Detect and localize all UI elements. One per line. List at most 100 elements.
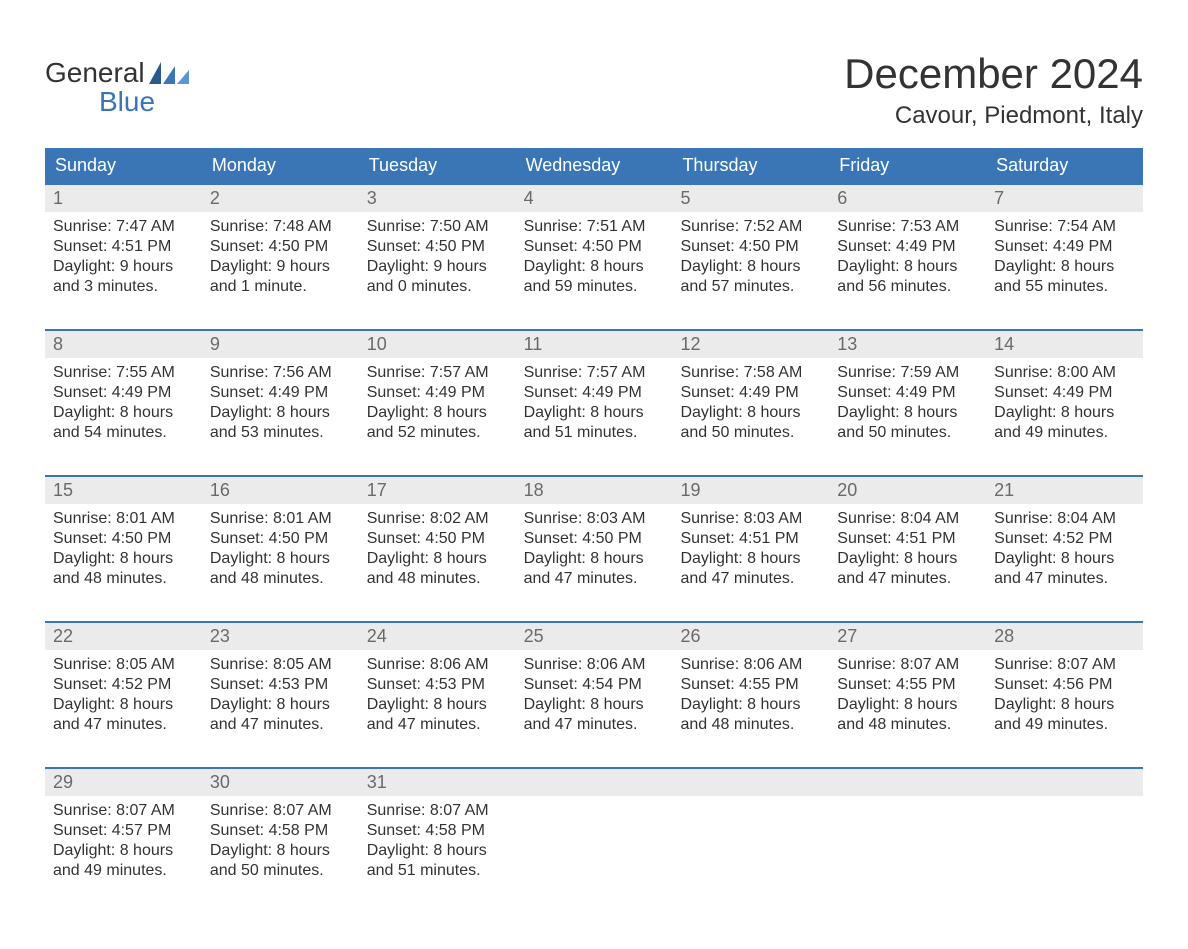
day-body: Sunrise: 8:03 AMSunset: 4:50 PMDaylight:… (516, 504, 673, 597)
day-number: . (672, 769, 829, 796)
day-sunset: Sunset: 4:49 PM (210, 383, 351, 403)
calendar-week: 1Sunrise: 7:47 AMSunset: 4:51 PMDaylight… (45, 183, 1143, 315)
day-number: 4 (516, 185, 673, 212)
day-sunset: Sunset: 4:51 PM (837, 529, 978, 549)
day-body: Sunrise: 7:55 AMSunset: 4:49 PMDaylight:… (45, 358, 202, 451)
day-number: 30 (202, 769, 359, 796)
day-sunset: Sunset: 4:57 PM (53, 821, 194, 841)
day-sunrise: Sunrise: 7:52 AM (680, 217, 821, 237)
weekday-header: Sunday (45, 148, 202, 183)
day-sunset: Sunset: 4:52 PM (994, 529, 1135, 549)
day-sunset: Sunset: 4:50 PM (210, 237, 351, 257)
day-body: Sunrise: 7:57 AMSunset: 4:49 PMDaylight:… (516, 358, 673, 451)
logo-word-2: Blue (45, 87, 191, 116)
day-d1: Daylight: 8 hours (53, 841, 194, 861)
day-body: Sunrise: 8:04 AMSunset: 4:52 PMDaylight:… (986, 504, 1143, 597)
calendar-day: 12Sunrise: 7:58 AMSunset: 4:49 PMDayligh… (672, 331, 829, 461)
weekday-header: Friday (829, 148, 986, 183)
weekday-header-row: Sunday Monday Tuesday Wednesday Thursday… (45, 148, 1143, 183)
day-sunrise: Sunrise: 8:04 AM (994, 509, 1135, 529)
day-sunrise: Sunrise: 8:03 AM (680, 509, 821, 529)
day-d2: and 47 minutes. (837, 569, 978, 589)
day-number: . (516, 769, 673, 796)
day-body: Sunrise: 8:03 AMSunset: 4:51 PMDaylight:… (672, 504, 829, 597)
day-sunset: Sunset: 4:49 PM (994, 383, 1135, 403)
title-block: December 2024 Cavour, Piedmont, Italy (844, 50, 1143, 130)
day-sunset: Sunset: 4:49 PM (53, 383, 194, 403)
day-number: 10 (359, 331, 516, 358)
day-sunrise: Sunrise: 8:04 AM (837, 509, 978, 529)
day-sunset: Sunset: 4:53 PM (367, 675, 508, 695)
calendar-day: 16Sunrise: 8:01 AMSunset: 4:50 PMDayligh… (202, 477, 359, 607)
day-body: Sunrise: 8:06 AMSunset: 4:54 PMDaylight:… (516, 650, 673, 743)
day-body: Sunrise: 8:05 AMSunset: 4:52 PMDaylight:… (45, 650, 202, 743)
day-number: . (986, 769, 1143, 796)
calendar-day: 27Sunrise: 8:07 AMSunset: 4:55 PMDayligh… (829, 623, 986, 753)
day-number: 14 (986, 331, 1143, 358)
day-sunrise: Sunrise: 8:06 AM (680, 655, 821, 675)
day-sunrise: Sunrise: 8:07 AM (837, 655, 978, 675)
day-sunrise: Sunrise: 8:07 AM (367, 801, 508, 821)
day-d2: and 59 minutes. (524, 277, 665, 297)
day-sunrise: Sunrise: 8:03 AM (524, 509, 665, 529)
day-number: 11 (516, 331, 673, 358)
calendar-day: 3Sunrise: 7:50 AMSunset: 4:50 PMDaylight… (359, 185, 516, 315)
day-sunset: Sunset: 4:50 PM (524, 529, 665, 549)
day-sunrise: Sunrise: 7:50 AM (367, 217, 508, 237)
day-number: 7 (986, 185, 1143, 212)
day-body: Sunrise: 7:56 AMSunset: 4:49 PMDaylight:… (202, 358, 359, 451)
day-d2: and 50 minutes. (210, 861, 351, 881)
day-d1: Daylight: 8 hours (524, 549, 665, 569)
day-sunrise: Sunrise: 7:53 AM (837, 217, 978, 237)
calendar: Sunday Monday Tuesday Wednesday Thursday… (45, 148, 1143, 899)
day-sunrise: Sunrise: 8:06 AM (367, 655, 508, 675)
day-d2: and 47 minutes. (367, 715, 508, 735)
day-sunrise: Sunrise: 7:47 AM (53, 217, 194, 237)
calendar-week: 8Sunrise: 7:55 AMSunset: 4:49 PMDaylight… (45, 329, 1143, 461)
day-body: Sunrise: 8:07 AMSunset: 4:57 PMDaylight:… (45, 796, 202, 889)
day-d2: and 47 minutes. (524, 715, 665, 735)
day-body: Sunrise: 8:04 AMSunset: 4:51 PMDaylight:… (829, 504, 986, 597)
day-number: 15 (45, 477, 202, 504)
day-d2: and 54 minutes. (53, 423, 194, 443)
day-d1: Daylight: 8 hours (524, 257, 665, 277)
day-sunset: Sunset: 4:49 PM (837, 237, 978, 257)
day-body: Sunrise: 7:50 AMSunset: 4:50 PMDaylight:… (359, 212, 516, 305)
day-d2: and 50 minutes. (837, 423, 978, 443)
day-d1: Daylight: 8 hours (367, 549, 508, 569)
day-d1: Daylight: 8 hours (994, 403, 1135, 423)
day-body: Sunrise: 8:07 AMSunset: 4:58 PMDaylight:… (202, 796, 359, 889)
weekday-header: Tuesday (359, 148, 516, 183)
calendar-day: 26Sunrise: 8:06 AMSunset: 4:55 PMDayligh… (672, 623, 829, 753)
day-sunset: Sunset: 4:49 PM (680, 383, 821, 403)
day-d1: Daylight: 8 hours (680, 257, 821, 277)
day-body: Sunrise: 7:59 AMSunset: 4:49 PMDaylight:… (829, 358, 986, 451)
day-sunset: Sunset: 4:58 PM (210, 821, 351, 841)
day-sunset: Sunset: 4:50 PM (367, 529, 508, 549)
calendar-day: 19Sunrise: 8:03 AMSunset: 4:51 PMDayligh… (672, 477, 829, 607)
calendar-day: 4Sunrise: 7:51 AMSunset: 4:50 PMDaylight… (516, 185, 673, 315)
calendar-day: 6Sunrise: 7:53 AMSunset: 4:49 PMDaylight… (829, 185, 986, 315)
day-number: 1 (45, 185, 202, 212)
calendar-day: 10Sunrise: 7:57 AMSunset: 4:49 PMDayligh… (359, 331, 516, 461)
day-d1: Daylight: 8 hours (367, 841, 508, 861)
logo-word-1: General (45, 58, 145, 87)
day-body: Sunrise: 8:05 AMSunset: 4:53 PMDaylight:… (202, 650, 359, 743)
calendar-day: 17Sunrise: 8:02 AMSunset: 4:50 PMDayligh… (359, 477, 516, 607)
header: General Blue December 2024 Cavour, Piedm… (45, 50, 1143, 130)
calendar-day: 15Sunrise: 8:01 AMSunset: 4:50 PMDayligh… (45, 477, 202, 607)
day-number: 28 (986, 623, 1143, 650)
day-body: Sunrise: 8:07 AMSunset: 4:58 PMDaylight:… (359, 796, 516, 889)
page-subtitle: Cavour, Piedmont, Italy (844, 102, 1143, 130)
day-sunrise: Sunrise: 8:05 AM (210, 655, 351, 675)
day-body: Sunrise: 7:58 AMSunset: 4:49 PMDaylight:… (672, 358, 829, 451)
day-number: 13 (829, 331, 986, 358)
day-d1: Daylight: 8 hours (994, 257, 1135, 277)
day-sunset: Sunset: 4:50 PM (367, 237, 508, 257)
day-sunrise: Sunrise: 8:00 AM (994, 363, 1135, 383)
calendar-day: 24Sunrise: 8:06 AMSunset: 4:53 PMDayligh… (359, 623, 516, 753)
calendar-day: 28Sunrise: 8:07 AMSunset: 4:56 PMDayligh… (986, 623, 1143, 753)
day-sunrise: Sunrise: 7:58 AM (680, 363, 821, 383)
day-body: Sunrise: 7:47 AMSunset: 4:51 PMDaylight:… (45, 212, 202, 305)
day-d2: and 52 minutes. (367, 423, 508, 443)
